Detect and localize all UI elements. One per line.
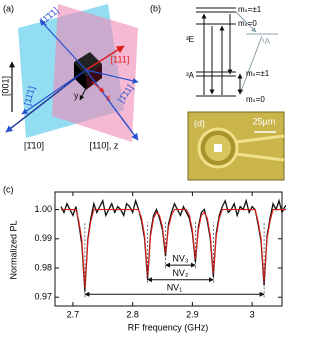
arrow-111 <box>85 45 125 71</box>
annotation: NV₃ <box>172 253 189 263</box>
cube-right <box>86 64 102 90</box>
direction-label: [110], z <box>90 140 119 150</box>
annotation: NV₁ <box>167 283 183 293</box>
direction-label: [1̄10] <box>24 140 44 150</box>
x-axis-title: RF frequency (GHz) <box>128 322 209 332</box>
annotation: NV₂ <box>172 268 189 278</box>
cube-left <box>74 62 86 90</box>
transition <box>239 35 263 95</box>
cube-top <box>74 52 102 76</box>
panel-d: (d) 25µm <box>187 111 285 181</box>
aperture <box>214 144 222 152</box>
figure: (a) [001] [1̄1̄1] [111] [1̄11] [11̄1] [1… <box>0 3 295 332</box>
direction-label: [111] <box>111 54 130 64</box>
state-label: ¹A <box>262 37 271 46</box>
level-label: mₛ=±1 <box>246 69 270 78</box>
x-tick-label: 2.8 <box>126 309 139 319</box>
arrow-right <box>85 69 139 84</box>
panel-b-labels: (b) mₛ=±1 mₛ=0 ³E ¹A ³A mₛ=±1 mₛ=0 <box>150 3 271 104</box>
x-tick-label: 3 <box>250 309 255 319</box>
arrow-y <box>79 83 89 101</box>
panel-label: (b) <box>150 3 161 13</box>
panel-label: (a) <box>3 3 14 13</box>
state-label: ³E <box>186 35 194 44</box>
level-label: mₛ=0 <box>246 95 265 104</box>
state-label: ³A <box>186 71 195 80</box>
direction-label: [11̄1] <box>22 85 37 106</box>
level-label: mₛ=±1 <box>238 5 262 14</box>
chart: (c) Normalized PL RF frequency (GHz) 2.7… <box>3 184 295 332</box>
scale-label: 25µm <box>253 116 276 126</box>
waveguide <box>235 134 285 162</box>
x-tick-label: 2.7 <box>67 309 80 319</box>
level-label: mₛ=0 <box>238 19 257 28</box>
y-tick-label: 0.97 <box>34 292 52 302</box>
panel-a: (a) [001] [1̄1̄1] [111] [1̄11] [11̄1] [1… <box>0 3 139 150</box>
axis-label: y <box>74 90 79 100</box>
arrow-x <box>91 81 105 93</box>
transition <box>235 11 257 33</box>
x-tick-label: 2.9 <box>186 309 199 319</box>
panel-label: (c) <box>3 184 14 194</box>
y-tick-label: 0.98 <box>34 262 52 272</box>
arrow-bottom-left <box>5 69 87 133</box>
arrow-left <box>21 69 87 115</box>
page: {"panel_a": {"label": "(a)", "axis_001":… <box>0 3 295 333</box>
panel-b <box>196 7 278 97</box>
micrograph-frame <box>187 111 285 181</box>
y-tick-label: 1.00 <box>34 204 52 214</box>
series-line <box>60 208 294 289</box>
arrow-bottom-right <box>85 69 139 141</box>
axis-label: x <box>106 92 111 102</box>
axis-label: [001] <box>0 76 10 96</box>
arrow-top <box>39 19 87 71</box>
y-tick-label: 0.99 <box>34 233 52 243</box>
y-axis-title: Normalized PL <box>8 220 18 279</box>
plot-frame <box>54 191 283 307</box>
panel-label: (d) <box>194 118 205 128</box>
